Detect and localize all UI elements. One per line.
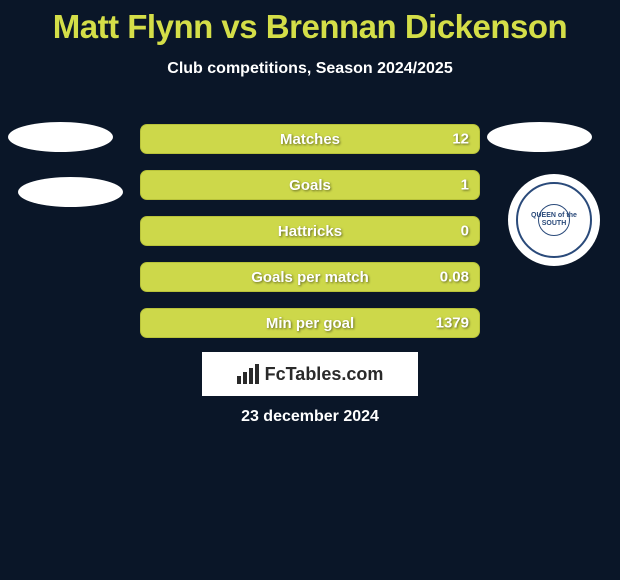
subtitle: Club competitions, Season 2024/2025 — [0, 60, 620, 78]
date-text: 23 december 2024 — [0, 408, 620, 426]
player2-avatar-placeholder — [487, 122, 592, 152]
stat-label: Min per goal — [266, 315, 354, 332]
player1-club-placeholder — [18, 177, 123, 207]
stat-label: Goals — [289, 177, 331, 194]
stat-bar: Goals 1 — [140, 170, 480, 200]
stat-value: 1 — [461, 177, 469, 194]
stat-value: 0 — [461, 223, 469, 240]
stats-bars: Matches 12 Goals 1 Hattricks 0 Goals per… — [140, 124, 480, 354]
stat-bar: Matches 12 — [140, 124, 480, 154]
stat-value: 12 — [452, 131, 469, 148]
stat-label: Hattricks — [278, 223, 342, 240]
player1-avatar-placeholder — [8, 122, 113, 152]
player2-club-badge: QUEEN of the SOUTH — [508, 174, 600, 266]
stat-bar: Goals per match 0.08 — [140, 262, 480, 292]
stat-value: 0.08 — [440, 269, 469, 286]
club-badge-text: QUEEN of the SOUTH — [518, 212, 590, 227]
page-title: Matt Flynn vs Brennan Dickenson — [0, 0, 620, 46]
stat-label: Goals per match — [251, 269, 369, 286]
club-badge-inner: QUEEN of the SOUTH — [516, 182, 592, 258]
stat-label: Matches — [280, 131, 340, 148]
stat-bar: Hattricks 0 — [140, 216, 480, 246]
stat-value: 1379 — [436, 315, 469, 332]
watermark: FcTables.com — [202, 352, 418, 396]
stat-bar: Min per goal 1379 — [140, 308, 480, 338]
bars-icon — [237, 364, 259, 384]
watermark-text: FcTables.com — [265, 364, 384, 385]
